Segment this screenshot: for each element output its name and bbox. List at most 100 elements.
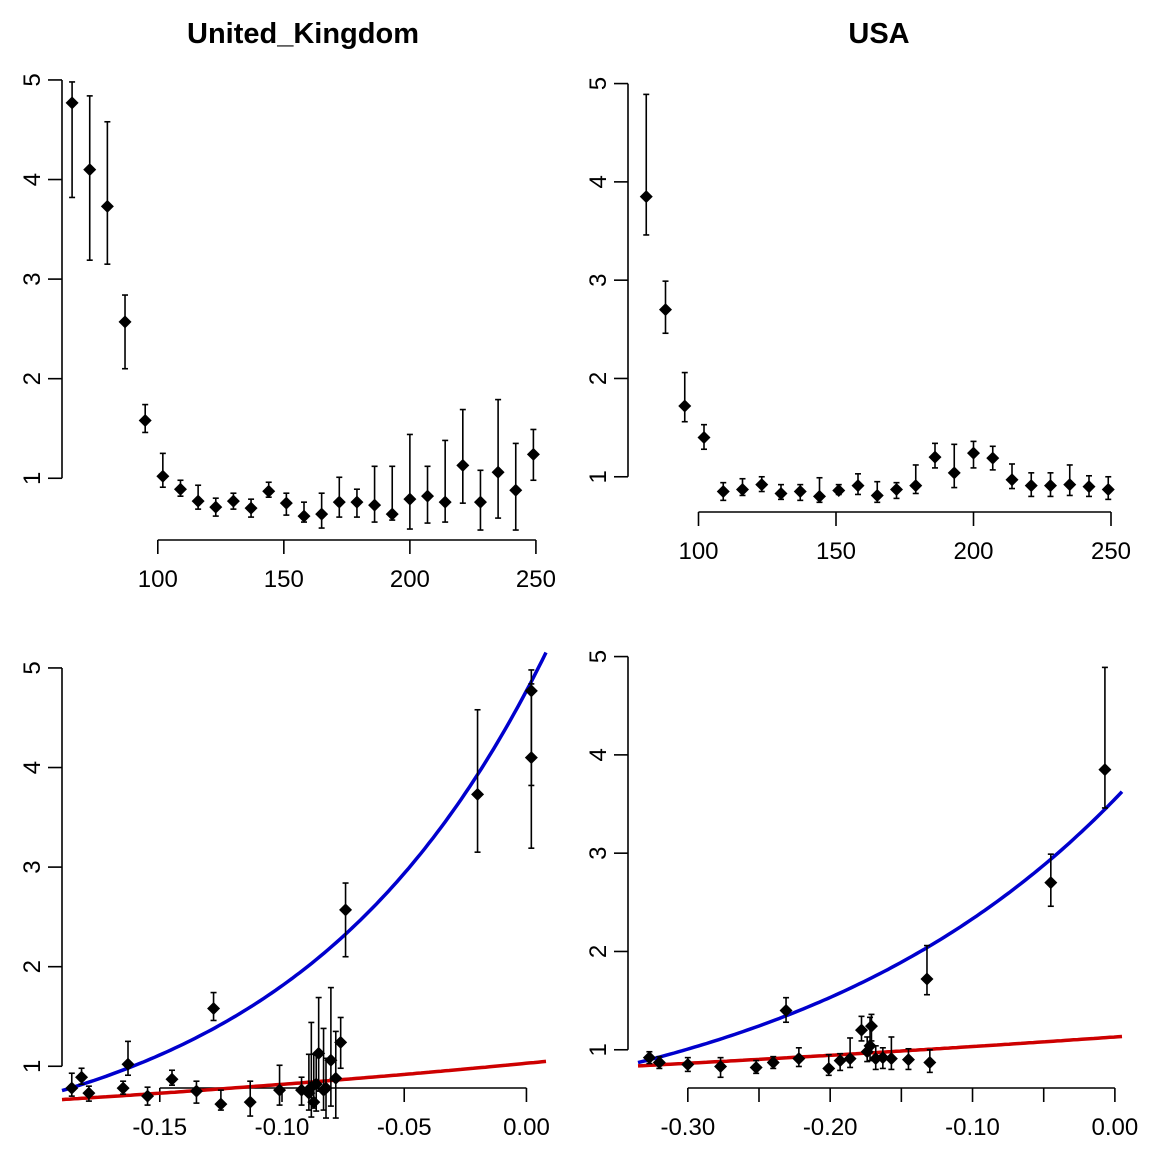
data-point bbox=[779, 1003, 793, 1017]
y-tick-label: 1 bbox=[585, 470, 612, 483]
error-bar bbox=[442, 439, 449, 523]
y-tick-label: 3 bbox=[19, 272, 46, 285]
data-point bbox=[165, 1072, 179, 1086]
data-point bbox=[156, 469, 170, 483]
error-bar bbox=[342, 882, 349, 958]
error-bar bbox=[406, 433, 413, 530]
data-point bbox=[854, 1023, 868, 1037]
data-point bbox=[860, 1045, 874, 1059]
blue-fit-curve bbox=[61, 651, 548, 1093]
data-point bbox=[1005, 473, 1019, 487]
data-point bbox=[209, 500, 223, 514]
y-tick-label: 4 bbox=[19, 761, 46, 774]
data-point bbox=[339, 903, 353, 917]
x-tick-label: 150 bbox=[264, 566, 304, 593]
data-point bbox=[642, 1051, 656, 1065]
data-point bbox=[82, 1086, 96, 1100]
y-tick-label: 3 bbox=[19, 860, 46, 873]
data-point bbox=[890, 483, 903, 497]
data-point bbox=[774, 486, 788, 500]
x-tick-label: 200 bbox=[953, 538, 993, 565]
data-point bbox=[332, 495, 346, 509]
error-bar bbox=[923, 944, 930, 996]
data-point bbox=[329, 1071, 343, 1085]
data-point bbox=[385, 507, 399, 521]
data-point bbox=[1063, 478, 1077, 492]
data-point bbox=[716, 485, 730, 499]
data-point bbox=[334, 1035, 348, 1049]
data-point bbox=[65, 1081, 79, 1095]
data-point bbox=[1044, 876, 1058, 890]
error-bar bbox=[122, 294, 129, 370]
data-point bbox=[65, 96, 79, 110]
x-tick-label: -0.10 bbox=[255, 1114, 310, 1141]
x-tick-label: -0.15 bbox=[132, 1114, 187, 1141]
x-tick-label: 0.00 bbox=[1092, 1114, 1139, 1141]
y-tick-label: 1 bbox=[585, 1043, 612, 1056]
data-point bbox=[491, 465, 505, 479]
data-point bbox=[766, 1056, 780, 1070]
data-point bbox=[214, 1097, 228, 1111]
y-tick-label: 3 bbox=[585, 846, 612, 859]
data-point bbox=[141, 1089, 155, 1103]
data-point bbox=[243, 1095, 257, 1109]
data-point bbox=[121, 1057, 135, 1071]
x-tick-label: 200 bbox=[390, 566, 430, 593]
data-point bbox=[403, 492, 417, 506]
data-point bbox=[659, 303, 672, 317]
error-bar bbox=[474, 708, 481, 853]
data-point bbox=[652, 1056, 666, 1070]
error-bar bbox=[495, 398, 502, 519]
data-point bbox=[138, 414, 152, 428]
x-tick-label: -0.10 bbox=[945, 1114, 1000, 1141]
data-point bbox=[876, 1051, 890, 1065]
data-point bbox=[928, 450, 942, 464]
data-point bbox=[947, 466, 961, 480]
data-point bbox=[681, 1058, 695, 1072]
y-tick-label: 5 bbox=[19, 73, 46, 86]
x-tick-label: 100 bbox=[678, 538, 718, 565]
error-bar bbox=[1101, 666, 1108, 809]
data-point bbox=[262, 484, 276, 498]
x-tick-label: -0.05 bbox=[377, 1114, 432, 1141]
data-point bbox=[792, 1052, 806, 1066]
x-tick-label: 150 bbox=[816, 538, 856, 565]
x-tick-label: 250 bbox=[1091, 538, 1131, 565]
data-point bbox=[368, 498, 382, 512]
data-point bbox=[312, 1046, 326, 1060]
data-point bbox=[1024, 479, 1038, 493]
data-point bbox=[813, 489, 826, 503]
data-point bbox=[678, 399, 692, 413]
data-point bbox=[923, 1056, 937, 1070]
error-bar bbox=[86, 95, 93, 261]
data-point bbox=[75, 1070, 89, 1084]
y-tick-label: 4 bbox=[585, 748, 612, 761]
y-tick-label: 3 bbox=[585, 273, 612, 286]
data-point bbox=[1044, 479, 1057, 493]
usa-incidence-panel: 1 2 3 4 5 100 150 200 250 bbox=[585, 77, 1131, 565]
data-point bbox=[870, 488, 884, 502]
data-point bbox=[350, 495, 364, 509]
y-tick-label: 4 bbox=[585, 175, 612, 188]
data-point bbox=[749, 1060, 763, 1074]
data-point bbox=[755, 478, 769, 492]
data-point bbox=[456, 458, 470, 472]
data-point bbox=[736, 483, 749, 497]
data-point bbox=[1101, 483, 1115, 497]
data-point bbox=[843, 1052, 857, 1066]
data-point bbox=[189, 1084, 203, 1098]
y-tick-label: 2 bbox=[585, 372, 612, 385]
data-point bbox=[920, 972, 934, 986]
y-tick-label: 2 bbox=[19, 960, 46, 973]
data-point bbox=[639, 190, 653, 204]
data-point bbox=[207, 1002, 221, 1016]
data-point bbox=[473, 495, 487, 509]
data-point bbox=[116, 1081, 130, 1095]
uk-incidence-panel: 1 2 3 4 5 100 150 200 250 bbox=[19, 73, 556, 593]
x-tick-label: -0.20 bbox=[803, 1114, 858, 1141]
data-point bbox=[524, 751, 538, 765]
error-bar bbox=[315, 996, 322, 1092]
error-bar bbox=[327, 986, 334, 1107]
error-bar bbox=[643, 93, 650, 236]
